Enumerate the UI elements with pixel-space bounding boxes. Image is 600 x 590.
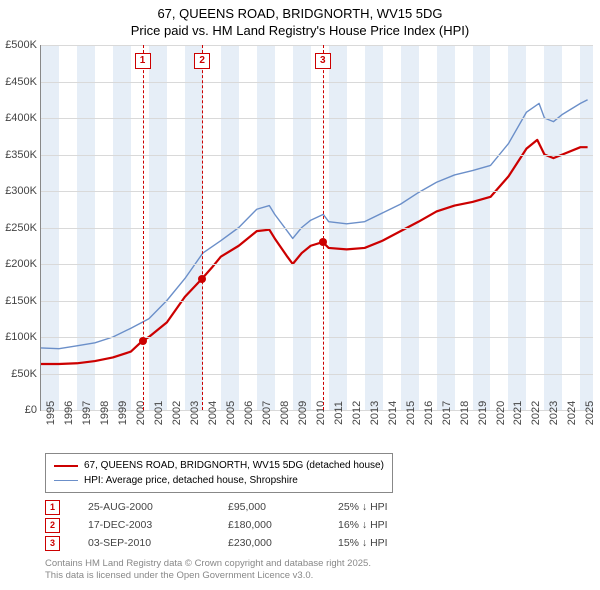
x-axis-label: 2009 [297,401,309,425]
transaction-price: £180,000 [228,519,338,531]
gridline-horizontal [41,45,593,46]
legend-swatch-price-paid [54,465,78,467]
chart-plot-area: £0£50K£100K£150K£200K£250K£300K£350K£400… [40,45,593,411]
transaction-number-box: 1 [45,500,60,515]
x-axis-label: 2011 [333,401,345,425]
y-axis-label: £300K [0,185,37,197]
x-axis-label: 2013 [369,401,381,425]
marker-dashed-line [323,45,324,410]
gridline-horizontal [41,82,593,83]
x-axis-label: 2002 [171,401,183,425]
x-axis-label: 2008 [279,401,291,425]
x-axis-label: 2005 [225,401,237,425]
x-axis-label: 2014 [387,401,399,425]
gridline-horizontal [41,228,593,229]
gridline-horizontal [41,337,593,338]
marker-number-box: 1 [135,53,151,69]
x-axis-label: 2020 [495,401,507,425]
gridline-horizontal [41,191,593,192]
series-price_paid [41,140,588,364]
x-axis-label: 2004 [207,401,219,425]
transaction-date: 17-DEC-2003 [88,519,228,531]
x-axis-label: 2000 [135,401,147,425]
transaction-price: £95,000 [228,501,338,513]
transaction-delta: 15% ↓ HPI [338,537,458,549]
x-axis-label: 2024 [566,401,578,425]
x-axis-label: 1999 [117,401,129,425]
transaction-delta: 25% ↓ HPI [338,501,458,513]
gridline-horizontal [41,155,593,156]
gridline-horizontal [41,264,593,265]
legend-label-hpi: HPI: Average price, detached house, Shro… [84,473,298,488]
gridline-horizontal [41,118,593,119]
marker-dashed-line [143,45,144,410]
x-axis-label: 2001 [153,401,165,425]
title-line-1: 67, QUEENS ROAD, BRIDGNORTH, WV15 5DG [0,6,600,23]
marker-dot [319,238,327,246]
x-axis-label: 2019 [477,401,489,425]
transaction-row: 2 17-DEC-2003£180,00016% ↓ HPI [45,516,458,534]
transaction-row: 1 25-AUG-2000£95,00025% ↓ HPI [45,498,458,516]
footer-attribution: Contains HM Land Registry data © Crown c… [45,558,371,583]
legend-label-price-paid: 67, QUEENS ROAD, BRIDGNORTH, WV15 5DG (d… [84,458,384,473]
title-line-2: Price paid vs. HM Land Registry's House … [0,23,600,40]
y-axis-label: £50K [0,368,37,380]
y-axis-label: £400K [0,112,37,124]
x-axis-label: 2003 [189,401,201,425]
series-hpi [41,100,588,349]
legend-swatch-hpi [54,480,78,481]
x-axis-label: 2012 [351,401,363,425]
x-axis-label: 2018 [459,401,471,425]
x-axis-label: 2007 [261,401,273,425]
gridline-horizontal [41,374,593,375]
transaction-date: 25-AUG-2000 [88,501,228,513]
x-axis-label: 2022 [530,401,542,425]
x-axis-label: 1995 [45,401,57,425]
transaction-date: 03-SEP-2010 [88,537,228,549]
legend-box: 67, QUEENS ROAD, BRIDGNORTH, WV15 5DG (d… [45,453,393,493]
chart-container: 67, QUEENS ROAD, BRIDGNORTH, WV15 5DG Pr… [0,0,600,590]
x-axis-label: 2010 [315,401,327,425]
x-axis-label: 2017 [441,401,453,425]
marker-number-box: 3 [315,53,331,69]
y-axis-label: £200K [0,258,37,270]
y-axis-label: £350K [0,149,37,161]
transaction-row: 3 03-SEP-2010£230,00015% ↓ HPI [45,534,458,552]
y-axis-label: £0 [0,404,37,416]
title-block: 67, QUEENS ROAD, BRIDGNORTH, WV15 5DG Pr… [0,0,600,40]
x-axis-label: 2015 [405,401,417,425]
transaction-number-box: 2 [45,518,60,533]
x-axis-label: 2025 [584,401,596,425]
y-axis-label: £450K [0,76,37,88]
x-axis-label: 2021 [512,401,524,425]
x-axis-label: 1997 [81,401,93,425]
y-axis-label: £500K [0,39,37,51]
y-axis-label: £250K [0,222,37,234]
transaction-number-box: 3 [45,536,60,551]
legend-item-price-paid: 67, QUEENS ROAD, BRIDGNORTH, WV15 5DG (d… [54,458,384,473]
marker-dot [198,275,206,283]
transaction-delta: 16% ↓ HPI [338,519,458,531]
legend-item-hpi: HPI: Average price, detached house, Shro… [54,473,384,488]
footer-line-2: This data is licensed under the Open Gov… [45,570,371,582]
footer-line-1: Contains HM Land Registry data © Crown c… [45,558,371,570]
x-axis-label: 1996 [63,401,75,425]
marker-dashed-line [202,45,203,410]
x-axis-label: 2023 [548,401,560,425]
x-axis-label: 2006 [243,401,255,425]
transactions-table: 1 25-AUG-2000£95,00025% ↓ HPI 2 17-DEC-2003… [45,498,458,552]
gridline-horizontal [41,301,593,302]
y-axis-label: £150K [0,295,37,307]
transaction-price: £230,000 [228,537,338,549]
x-axis-label: 1998 [99,401,111,425]
marker-dot [139,337,147,345]
marker-number-box: 2 [194,53,210,69]
y-axis-label: £100K [0,331,37,343]
x-axis-label: 2016 [423,401,435,425]
